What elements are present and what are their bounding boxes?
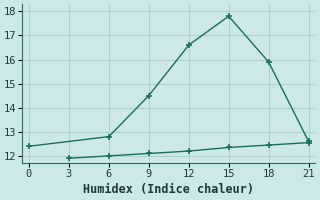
X-axis label: Humidex (Indice chaleur): Humidex (Indice chaleur): [83, 183, 254, 196]
